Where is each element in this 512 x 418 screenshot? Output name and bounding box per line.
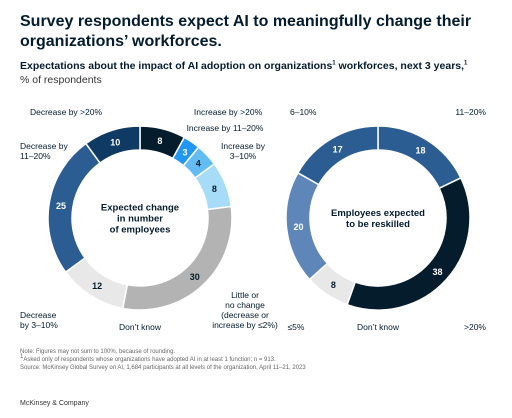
units-label: % of respondents xyxy=(20,74,102,86)
donut-chart-reskilling: 18 11–20% 38 >20% 8 Don’t know 20 ≤5% 17 6–10% Emp… xyxy=(285,107,486,332)
footnote-source: Source: McKinsey Global Survey on AI, 1,… xyxy=(20,365,306,371)
slice-value-label: 8 xyxy=(331,280,336,290)
slice-category-label: ≤5% xyxy=(288,322,305,332)
donut-slice-5 xyxy=(285,171,329,281)
chart-subtitle: Expectations about the impact of AI adop… xyxy=(20,60,500,73)
slice-value-label: 20 xyxy=(293,222,303,232)
subtitle-text-a: Expectations about the impact of AI adop… xyxy=(20,60,333,72)
slice-value-label: 25 xyxy=(56,201,66,211)
slice-category-label: Decrease by >20% xyxy=(30,107,102,117)
slice-category-label: >20% xyxy=(464,322,486,332)
subtitle-footnote-mark: 1 xyxy=(332,60,336,67)
footnote-mark: 1 xyxy=(20,354,24,360)
slice-value-label: 4 xyxy=(196,159,201,169)
donut-chart-employee-change: 8 Decrease by >20% 3 Increase by >20% 4 Incre… xyxy=(20,107,278,332)
slice-value-label: 38 xyxy=(433,267,443,277)
slice-category-label: Don’t know xyxy=(357,322,400,332)
slice-category-label: Little or no change (decrease or increase b… xyxy=(212,290,278,330)
slice-category-label: Don’t know xyxy=(119,322,162,332)
donut-slice-6-10 xyxy=(296,125,379,186)
slice-category-label: Decrease by 11–20% xyxy=(20,141,68,161)
donut-slice-decrease-by-11-20 xyxy=(84,125,141,165)
donut-center-label: Employees expected to be reskilled xyxy=(331,208,425,230)
slice-value-label: 12 xyxy=(92,281,102,291)
slice-value-label: 3 xyxy=(182,147,187,157)
donut-slice-20 xyxy=(346,176,471,311)
slice-category-label: Increase by 11–20% xyxy=(187,123,264,133)
slice-value-label: 17 xyxy=(333,144,343,154)
footnote-sample-text: Asked only of respondents whose organiza… xyxy=(23,357,276,363)
slice-category-label: 6–10% xyxy=(290,107,317,117)
slice-value-label: 18 xyxy=(415,146,425,156)
donut-slice-11-20 xyxy=(377,125,462,190)
slice-value-label: 8 xyxy=(157,136,162,146)
slice-category-label: Decrease by 3–10% xyxy=(20,310,58,330)
donut-center-label: Expected change in number of employees xyxy=(101,203,179,236)
subtitle-text-b: workforces, next 3 years, xyxy=(335,60,465,72)
slice-value-label: 30 xyxy=(190,272,200,282)
subtitle-footnote-mark: 1 xyxy=(464,60,468,67)
slice-value-label: 10 xyxy=(110,137,120,147)
footnote-sample: 1Asked only of respondents whose organiz… xyxy=(20,354,276,364)
slice-category-label: 11–20% xyxy=(455,107,486,117)
footnote-rounding: Note: Figures may not sum to 100%, becau… xyxy=(20,349,176,355)
brand-logo-text: McKinsey & Company xyxy=(20,400,89,407)
slice-category-label: Increase by >20% xyxy=(194,107,263,117)
slice-category-label: Increase by 3–10% xyxy=(221,141,266,161)
slice-value-label: 8 xyxy=(212,184,217,194)
headline: Survey respondents expect AI to meaningf… xyxy=(20,13,472,50)
